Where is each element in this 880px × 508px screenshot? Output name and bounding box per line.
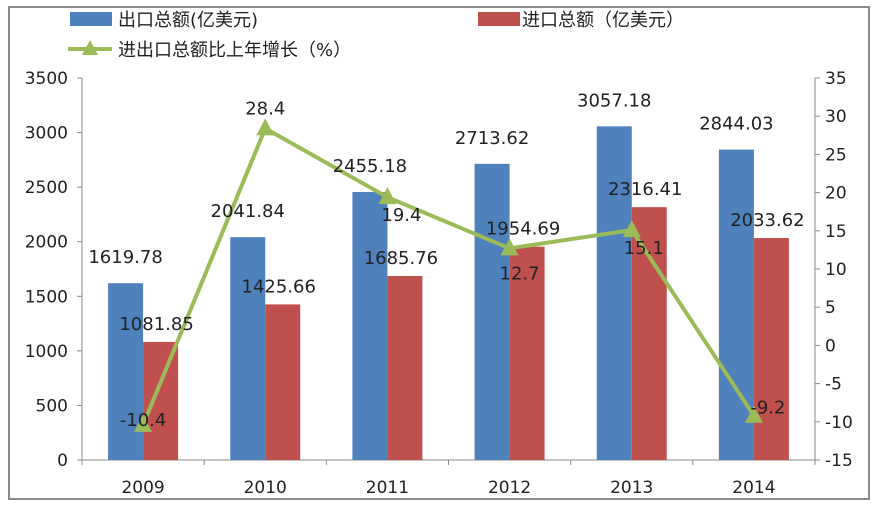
left-tick-label: 2500 [25, 178, 68, 198]
left-tick-label: 2000 [25, 233, 68, 253]
growth-marker [744, 405, 763, 423]
import-data-label: 2316.41 [608, 179, 682, 200]
import-data-label: 1685.76 [364, 248, 438, 269]
growth-data-label: -9.2 [750, 398, 785, 419]
left-tick-label: 1000 [25, 342, 68, 362]
left-tick-label: 0 [57, 451, 68, 471]
growth-data-label: 12.7 [500, 263, 540, 284]
import-bar [509, 246, 545, 460]
import-bar [143, 341, 179, 460]
export-bar [474, 163, 510, 460]
growth-marker [256, 118, 275, 136]
import-bar [753, 238, 789, 460]
left-tick-label: 3000 [25, 124, 68, 144]
export-bar [596, 126, 632, 461]
export-bar [230, 237, 266, 460]
export-data-label: 1619.78 [88, 247, 162, 268]
x-tick-label: 2014 [732, 478, 775, 498]
left-tick-label: 500 [36, 396, 68, 416]
right-tick-label: 30 [825, 107, 847, 127]
growth-marker [500, 238, 519, 256]
export-bar [108, 283, 144, 460]
legend-label-import: 进口总额（亿美元） [522, 10, 684, 31]
import-data-label: 1081.85 [119, 314, 193, 335]
growth-marker [622, 220, 641, 238]
right-tick-label: -15 [825, 451, 853, 471]
export-data-label: 2844.03 [699, 114, 773, 135]
legend-label-export: 出口总额(亿美元) [118, 10, 258, 31]
growth-data-label: -10.4 [120, 410, 167, 431]
left-tick-label: 1500 [25, 287, 68, 307]
right-tick-label: 20 [825, 184, 847, 204]
growth-line [141, 125, 756, 426]
import-data-label: 2033.62 [730, 210, 804, 231]
growth-marker [378, 187, 397, 205]
right-tick-label: 25 [825, 145, 847, 165]
right-tick-label: 5 [825, 298, 836, 318]
growth-data-label: 19.4 [381, 205, 421, 226]
right-tick-label: -5 [825, 375, 842, 395]
right-tick-label: 0 [825, 336, 836, 356]
export-bar [352, 192, 388, 460]
legend-label-growth: 进出口总额比上年增长（%） [118, 40, 351, 61]
import-bar [387, 276, 423, 460]
import-bar [265, 304, 301, 460]
right-tick-label: -10 [825, 413, 853, 433]
legend-swatch-import [478, 12, 520, 26]
right-tick-label: 10 [825, 260, 847, 280]
x-tick-label: 2011 [366, 478, 409, 498]
legend-triangle-icon [82, 40, 98, 55]
growth-marker [134, 414, 153, 432]
chart-frame [8, 6, 870, 500]
export-data-label: 3057.18 [577, 90, 651, 111]
x-tick-label: 2013 [610, 478, 653, 498]
legend-swatch-export [70, 12, 112, 26]
export-data-label: 2041.84 [211, 201, 285, 222]
import-data-label: 1954.69 [486, 219, 560, 240]
growth-data-label: 15.1 [624, 238, 664, 259]
import-bar [631, 207, 667, 460]
right-tick-label: 35 [825, 69, 847, 89]
import-data-label: 1425.66 [242, 276, 316, 297]
x-tick-label: 2009 [121, 478, 164, 498]
growth-data-label: 28.4 [245, 98, 285, 119]
export-data-label: 2713.62 [455, 128, 529, 149]
x-tick-label: 2012 [488, 478, 531, 498]
x-tick-label: 2010 [244, 478, 287, 498]
left-tick-label: 3500 [25, 69, 68, 89]
export-bar [718, 149, 754, 461]
export-data-label: 2455.18 [333, 156, 407, 177]
right-tick-label: 15 [825, 222, 847, 242]
